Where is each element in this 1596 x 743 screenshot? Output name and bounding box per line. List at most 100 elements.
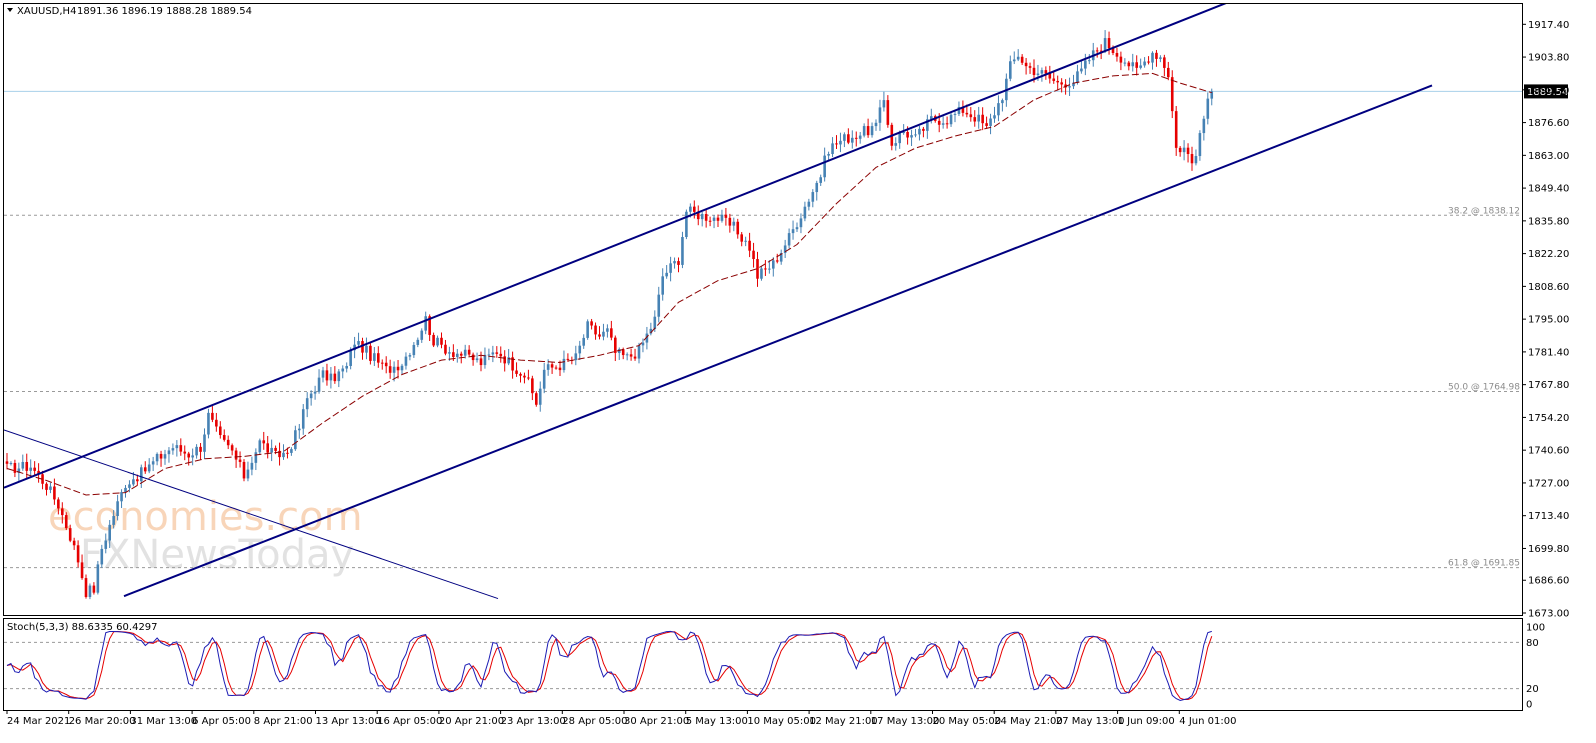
candle [57, 497, 60, 515]
trendlines [4, 0, 1433, 600]
candle [68, 524, 72, 543]
candle [1170, 70, 1174, 119]
candle [1123, 58, 1127, 67]
candle [858, 131, 862, 144]
candle [353, 336, 356, 359]
candle [1040, 67, 1044, 82]
candle [147, 458, 151, 474]
candle [1009, 55, 1012, 82]
moving-average [6, 72, 1212, 496]
x-tick-label: 31 Mar 13:00 [130, 716, 197, 727]
candle [215, 412, 218, 432]
channel-lower-line[interactable] [123, 84, 1433, 598]
candle [432, 332, 435, 348]
candle [898, 130, 901, 149]
candle [602, 323, 605, 341]
candle [321, 366, 325, 383]
candle [677, 257, 680, 273]
candle [187, 451, 190, 466]
candle [499, 346, 503, 363]
candle [708, 216, 712, 227]
candle [1206, 92, 1210, 125]
candle [49, 482, 52, 494]
candle [400, 363, 404, 375]
stoch-tick-label: 80 [1526, 638, 1539, 649]
candle [471, 352, 475, 366]
candle [377, 346, 380, 368]
candle [538, 381, 542, 412]
candle [222, 429, 226, 442]
candle [199, 443, 202, 460]
candle [1151, 51, 1154, 70]
candle [669, 256, 672, 282]
x-tick-label: 8 Apr 21:00 [254, 716, 313, 727]
candle [341, 365, 345, 379]
candle [412, 342, 416, 358]
candle [590, 318, 593, 330]
candle [262, 431, 266, 450]
candle [886, 95, 890, 128]
candle [1001, 98, 1004, 112]
candle [953, 109, 957, 123]
stochastic-oscillator: 100 80 20 0 [4, 623, 1545, 711]
candle [874, 119, 878, 131]
candle [388, 359, 392, 379]
x-tick-label: 20 May 05:00 [933, 716, 1002, 727]
candle [598, 326, 601, 340]
candle [246, 461, 250, 482]
candle [831, 137, 834, 158]
candle [45, 482, 48, 496]
candle [345, 362, 348, 373]
candle [606, 324, 609, 338]
candle [37, 463, 40, 483]
candle [444, 339, 447, 356]
candle [305, 392, 309, 418]
candle [724, 207, 728, 226]
candle [1068, 77, 1071, 96]
candle [748, 232, 751, 258]
y-tick-label: 1890.20 [1528, 85, 1569, 96]
candle [507, 348, 510, 366]
candle [365, 337, 368, 360]
candle [1163, 54, 1166, 77]
candle [420, 328, 424, 343]
price-label-box [1524, 84, 1568, 99]
x-tick-label: 10 May 05:00 [747, 716, 816, 727]
x-tick-label: 17 May 13:00 [871, 716, 940, 727]
watermark-fxnewstoday: FXNewsToday [80, 532, 354, 578]
candle [171, 443, 175, 455]
stoch-tick-label: 100 [1526, 623, 1545, 634]
channel-upper-line[interactable] [4, 0, 1249, 489]
candle [783, 239, 787, 258]
candle [969, 107, 973, 122]
candle [910, 129, 913, 147]
candle [175, 440, 179, 457]
candle [1194, 149, 1198, 166]
candle [633, 348, 637, 361]
stoch-main-line [6, 630, 1212, 702]
candle [1016, 49, 1020, 62]
candle [594, 322, 597, 340]
y-tick-label: 1673.00 [1528, 609, 1569, 620]
fib-level-label: 38.2 @ 1838.12 [1448, 206, 1520, 216]
candle [1190, 146, 1194, 171]
candle [357, 332, 360, 349]
y-tick-label: 1863.00 [1528, 151, 1569, 162]
collapse-arrow-icon[interactable] [7, 8, 13, 12]
candle [637, 342, 641, 364]
candle [847, 128, 850, 145]
candle [1131, 53, 1135, 72]
candle [787, 228, 791, 249]
candle [483, 347, 487, 369]
candlesticks [5, 30, 1214, 600]
candle [823, 147, 826, 182]
candle [1024, 58, 1028, 75]
candle [195, 444, 198, 459]
candle [250, 456, 254, 476]
stoch-tick-label: 0 [1526, 700, 1532, 711]
candle [361, 337, 364, 360]
candle [448, 346, 451, 361]
candle [720, 209, 724, 223]
down-trendline[interactable] [4, 429, 499, 600]
